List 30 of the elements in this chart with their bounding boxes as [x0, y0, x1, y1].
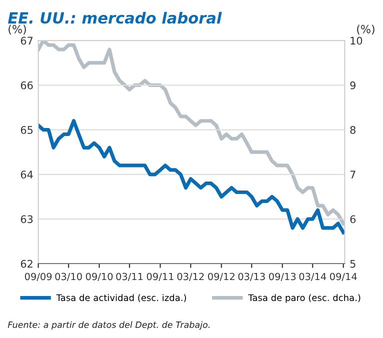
y2-tick-label: 7 [350, 170, 356, 178]
y2-tick-label: 5 [350, 260, 356, 268]
source-note: Fuente: a partir de datos del Dept. de Trabajo. [8, 321, 210, 330]
y-axis-title: (%) [8, 24, 26, 35]
x-tick-label: 09/12 [208, 272, 234, 281]
x-tick-label: 03/10 [55, 272, 82, 281]
x-tick-label: 03/14 [299, 272, 326, 281]
y-tick-label: 63 [20, 215, 33, 224]
y2-axis-title: (%) [357, 24, 374, 35]
x-tick-label: 03/13 [238, 272, 265, 281]
legend-label: Tasa de actividad (esc. izda.) [56, 294, 186, 302]
x-tick-label: 09/11 [146, 272, 174, 281]
legend-label: Tasa de paro (esc. dcha.) [248, 294, 360, 303]
y-tick-label: 64 [20, 170, 33, 179]
x-tick-label: 09/13 [269, 272, 296, 281]
y-tick-label: 67 [20, 36, 33, 45]
y2-tick-label: 9 [350, 81, 356, 90]
y2-tick-label: 8 [350, 126, 356, 134]
chart-title: EE. UU.: mercado laboral [8, 12, 222, 24]
x-tick-label: 03/11 [116, 272, 143, 281]
y-tick-label: 66 [20, 81, 33, 90]
y-tick-label: 65 [20, 126, 33, 134]
y2-tick-label: 6 [350, 215, 356, 224]
y-tick-label: 62 [20, 260, 32, 268]
x-tick-label: 03/12 [177, 272, 204, 281]
y2-tick-label: 10 [350, 36, 362, 45]
x-tick-label: 09/14 [330, 272, 357, 281]
line-series [38, 119, 345, 234]
x-tick-label: 09/10 [86, 272, 113, 281]
x-tick-label: 09/09 [24, 272, 52, 281]
